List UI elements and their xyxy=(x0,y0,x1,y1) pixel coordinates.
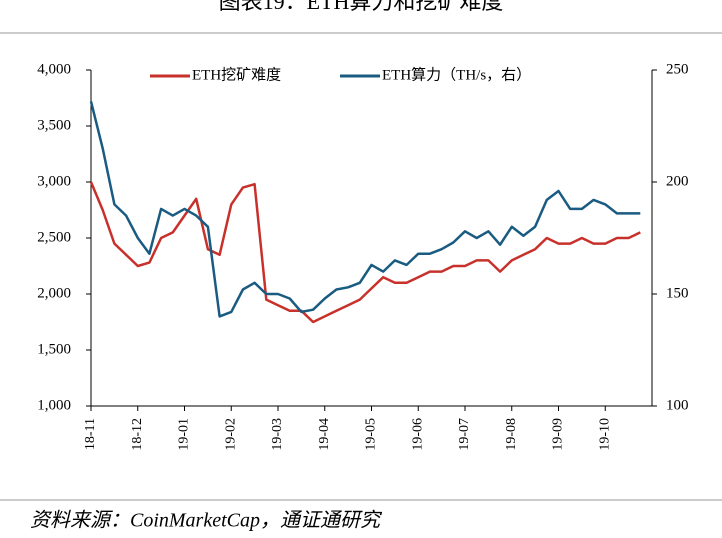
y-tick-label: 1,000 xyxy=(37,397,71,413)
x-tick-label: 18-12 xyxy=(130,418,145,451)
x-tick-label: 19-01 xyxy=(177,418,192,451)
y2-tick-label: 100 xyxy=(666,397,689,413)
x-tick-label: 19-02 xyxy=(223,418,238,451)
source: 资料来源：CoinMarketCap，通证通研究 xyxy=(30,510,383,532)
y2-tick-label: 200 xyxy=(666,173,689,189)
y-tick-label: 3,500 xyxy=(37,117,71,133)
y2-tick-label: 150 xyxy=(666,285,689,301)
y2-tick-label: 250 xyxy=(666,61,689,77)
series-line xyxy=(89,181,641,324)
x-tick-label: 19-09 xyxy=(551,418,566,451)
x-tick-label: 19-03 xyxy=(270,418,285,451)
x-tick-label: 19-06 xyxy=(410,418,425,451)
legend-label: ETH算力（TH/s，右） xyxy=(382,65,531,83)
y-tick-label: 2,500 xyxy=(37,229,71,245)
x-tick-label: 19-08 xyxy=(504,418,519,451)
y-tick-label: 1,500 xyxy=(37,341,71,357)
legend-label: ETH挖矿难度 xyxy=(192,66,281,83)
x-tick-label: 19-07 xyxy=(457,418,472,451)
x-tick-label: 19-04 xyxy=(317,418,332,451)
x-tick-label: 19-05 xyxy=(364,418,379,451)
x-tick-label: 19-10 xyxy=(597,418,612,451)
series-line xyxy=(89,101,641,318)
y-tick-label: 2,000 xyxy=(37,285,71,301)
x-tick-label: 18-11 xyxy=(83,418,98,450)
y-tick-label: 3,000 xyxy=(37,173,71,189)
chart-title: 图表19：ETH算力和挖矿难度 xyxy=(219,0,504,14)
y-tick-label: 4,000 xyxy=(37,61,71,77)
